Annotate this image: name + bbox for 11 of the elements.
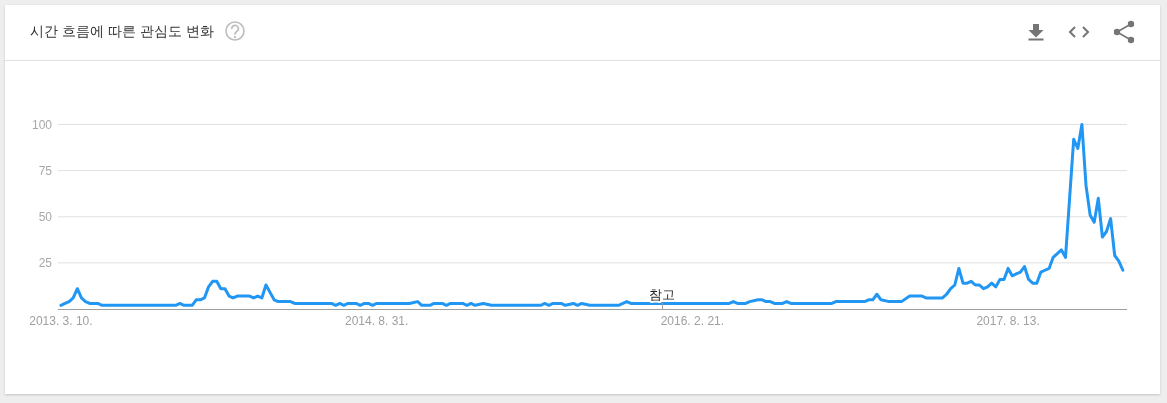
x-tick-label: 2017. 8. 13.	[976, 314, 1040, 328]
y-tick-label: 100	[31, 117, 53, 132]
chart-title: 시간 흐름에 따른 관심도 변화	[30, 23, 214, 39]
y-tick-label: 50	[38, 209, 53, 224]
x-tick-label: 2013. 3. 10.	[29, 314, 93, 328]
y-tick-label: 25	[38, 255, 53, 270]
x-tick-label: 2014. 8. 31.	[344, 314, 409, 328]
line-series	[59, 123, 1125, 307]
annotation: 참고	[649, 287, 676, 302]
y-tick-label: 75	[38, 163, 53, 178]
x-tick-label: 2016. 2. 21.	[660, 314, 725, 328]
